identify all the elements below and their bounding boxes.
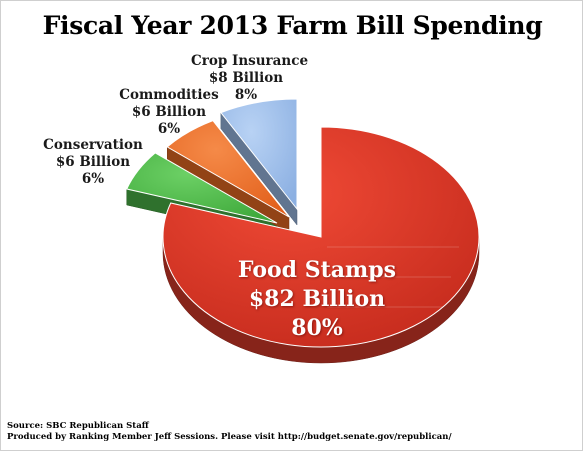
slice-label-food-stamps: Food Stamps $82 Billion 80% xyxy=(227,256,407,343)
slice-name: Crop Insurance xyxy=(191,53,309,69)
pie-slice-conservation xyxy=(126,152,278,224)
slice-name: Commodities xyxy=(119,87,219,103)
slice-label-commodities: Commodities $6 Billion 6% xyxy=(117,87,221,138)
slice-percent: 6% xyxy=(81,171,105,187)
chart-title: Fiscal Year 2013 Farm Bill Spending xyxy=(42,11,543,40)
slice-name: Food Stamps xyxy=(237,257,397,283)
slice-amount: $6 Billion xyxy=(131,104,207,120)
pie-slice-food-stamps xyxy=(162,126,480,348)
slice-amount: $6 Billion xyxy=(55,154,131,170)
slice-label-crop-insurance: Crop Insurance $8 Billion 8% xyxy=(191,53,309,104)
slice-percent: 80% xyxy=(291,315,343,341)
slice-amount: $8 Billion xyxy=(208,70,284,86)
chart-footer: Source: SBC Republican Staff Produced by… xyxy=(7,421,452,443)
slice-name: Conservation xyxy=(43,137,143,153)
slice-label-conservation: Conservation $6 Billion 6% xyxy=(41,137,145,188)
pie-tops xyxy=(126,98,480,348)
pie-slice-crop-insurance xyxy=(220,98,298,211)
slice-amount: $82 Billion xyxy=(248,286,386,312)
pie-slice-commodities xyxy=(166,120,290,218)
produced-note: Produced by Ranking Member Jeff Sessions… xyxy=(7,432,452,442)
slice-percent: 6% xyxy=(157,121,181,137)
slice-percent: 8% xyxy=(234,87,258,103)
source-note: Source: SBC Republican Staff xyxy=(7,421,149,431)
